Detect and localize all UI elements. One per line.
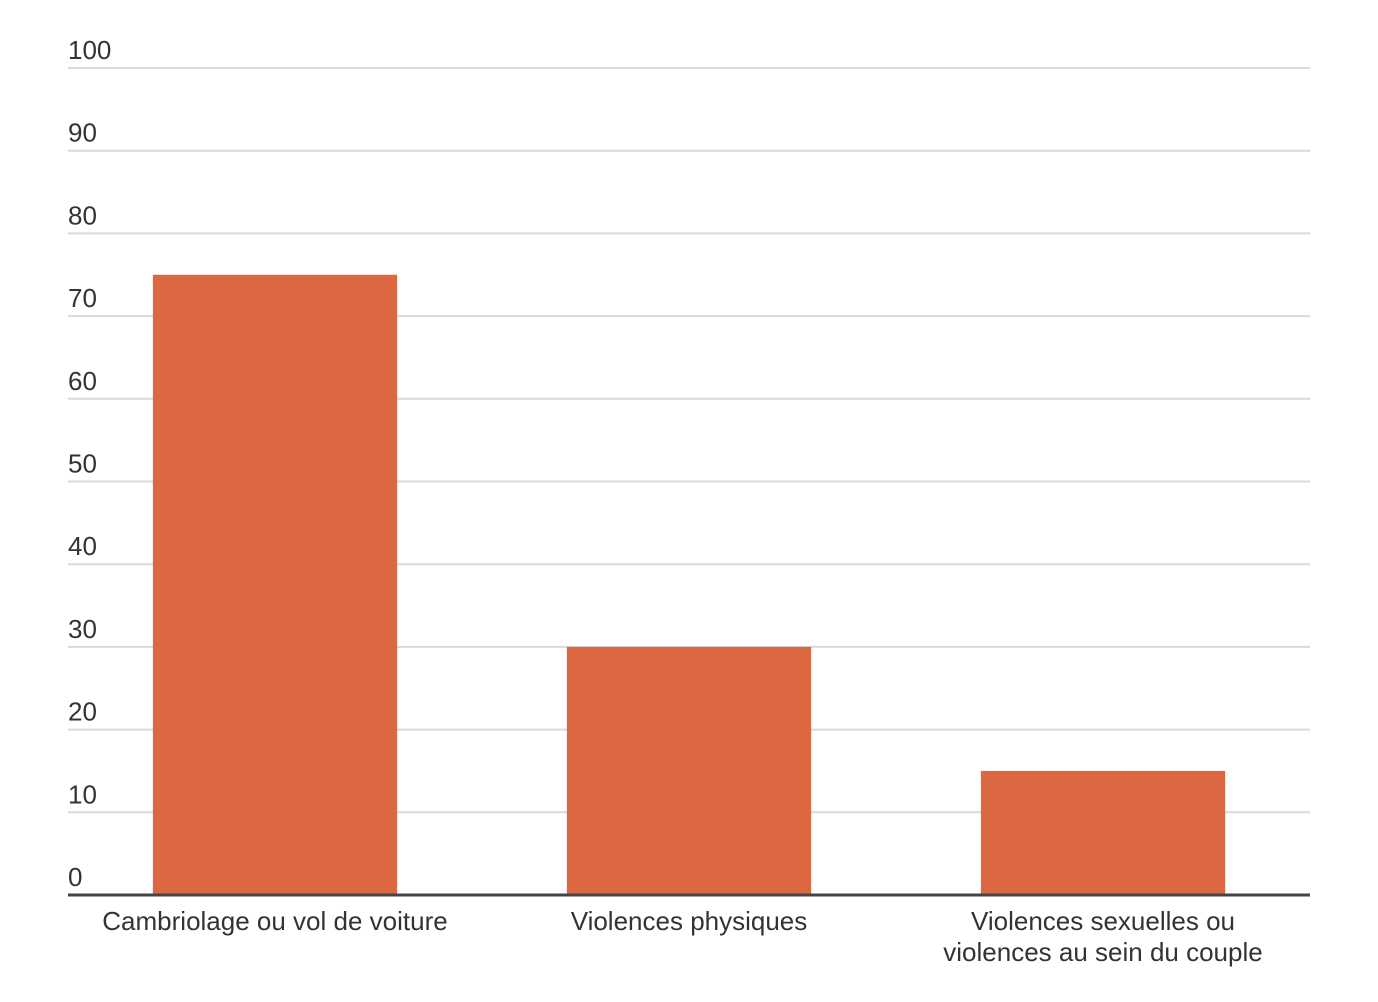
y-tick-label-10: 10 bbox=[68, 779, 97, 809]
y-tick-label-90: 90 bbox=[68, 118, 97, 148]
x-axis-labels: Cambriolage ou vol de voiture Violences p… bbox=[102, 906, 1262, 967]
y-tick-label-20: 20 bbox=[68, 697, 97, 727]
y-tick-label-30: 30 bbox=[68, 614, 97, 644]
y-tick-label-100: 100 bbox=[68, 35, 111, 65]
y-axis-ticks: 0 10 20 30 40 50 60 70 80 90 100 bbox=[68, 35, 111, 892]
bar-2 bbox=[980, 770, 1226, 895]
x-tick-label-2-line-1: violences au sein du couple bbox=[943, 937, 1262, 967]
y-tick-label-70: 70 bbox=[68, 283, 97, 313]
bars bbox=[152, 274, 1226, 895]
bar-0 bbox=[152, 274, 398, 895]
bar-1 bbox=[566, 646, 812, 895]
y-tick-label-0: 0 bbox=[68, 862, 82, 892]
x-tick-label-2-line-0: Violences sexuelles ou bbox=[971, 906, 1235, 936]
y-tick-label-40: 40 bbox=[68, 531, 97, 561]
x-tick-label-0: Cambriolage ou vol de voiture bbox=[102, 906, 447, 936]
y-tick-label-60: 60 bbox=[68, 366, 97, 396]
x-tick-label-1: Violences physiques bbox=[571, 906, 808, 936]
y-tick-label-50: 50 bbox=[68, 449, 97, 479]
y-tick-label-80: 80 bbox=[68, 200, 97, 230]
